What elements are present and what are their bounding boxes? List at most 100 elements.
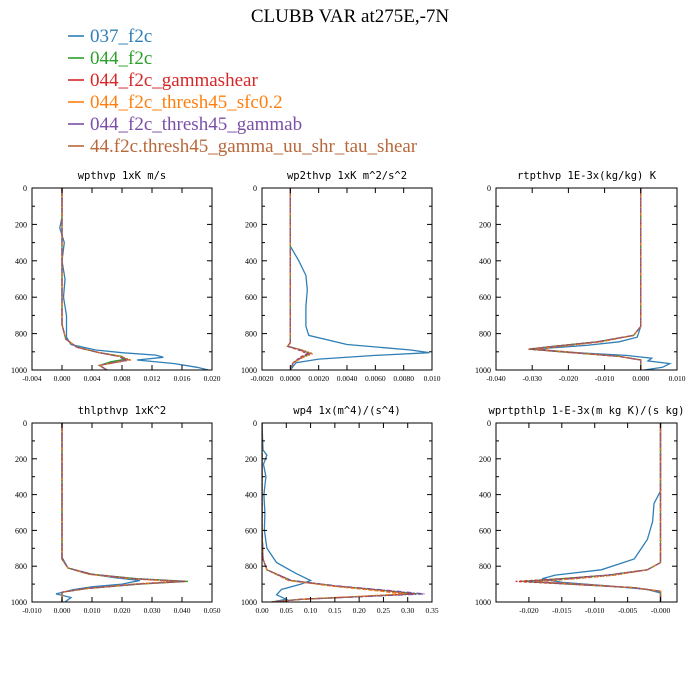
series-line <box>61 423 189 602</box>
legend-label: 044_f2c_gammashear <box>90 70 258 91</box>
series-line <box>515 423 662 602</box>
y-tick-label: 0 <box>253 419 257 428</box>
series-line <box>289 188 430 370</box>
series-line <box>61 423 186 602</box>
y-tick-label: 400 <box>15 257 27 266</box>
x-tick-label: 0.35 <box>425 606 438 615</box>
y-tick-label: 1000 <box>475 598 491 607</box>
x-tick-label: -0.004 <box>22 374 42 383</box>
series-group <box>286 188 430 370</box>
series-group <box>59 188 209 370</box>
x-tick-label: -0.040 <box>486 374 506 383</box>
x-tick-label: -0.030 <box>523 374 543 383</box>
x-tick-label: 0.010 <box>669 374 686 383</box>
series-line <box>262 423 313 602</box>
x-tick-label: 0.004 <box>84 374 101 383</box>
y-tick-label: 0 <box>23 419 27 428</box>
x-tick-label: -0.010 <box>22 606 42 615</box>
series-line <box>528 423 662 602</box>
y-tick-label: 800 <box>479 330 491 339</box>
x-tick-label: 0.050 <box>204 606 221 615</box>
series-group <box>262 423 425 602</box>
y-tick-label: 0 <box>487 184 491 193</box>
x-tick-label: -0.000 <box>651 606 671 615</box>
series-group <box>528 188 672 370</box>
x-tick-label: -0.020 <box>519 606 539 615</box>
y-tick-label: 600 <box>479 293 491 302</box>
x-tick-label: -0.0020 <box>250 374 273 383</box>
x-tick-label: 0.016 <box>174 374 191 383</box>
y-tick-label: 400 <box>245 491 257 500</box>
series-group <box>515 423 662 602</box>
y-tick-label: 1000 <box>241 366 257 375</box>
legend-entry: 44.f2c.thresh45_gamma_uu_shr_tau_shear <box>68 136 418 157</box>
y-tick-label: 1000 <box>475 366 491 375</box>
series-line <box>61 423 183 602</box>
y-tick-label: 800 <box>15 562 27 571</box>
y-tick-label: 400 <box>245 257 257 266</box>
y-tick-label: 800 <box>479 562 491 571</box>
x-tick-label: 0.30 <box>401 606 414 615</box>
legend-entry: 037_f2c <box>68 26 152 47</box>
series-line <box>528 188 642 370</box>
panel-title: wp2thvp 1xK m^2/s^2 <box>287 170 407 182</box>
y-tick-label: 200 <box>15 455 27 464</box>
x-tick-label: 0.00 <box>255 606 268 615</box>
y-tick-label: 200 <box>245 220 257 229</box>
series-line <box>262 423 403 602</box>
x-tick-label: 0.05 <box>280 606 293 615</box>
series-line <box>286 188 314 370</box>
x-tick-label: 0.20 <box>353 606 366 615</box>
x-tick-label: 0.15 <box>328 606 341 615</box>
legend-entry: 044_f2c <box>68 48 152 69</box>
x-tick-label: 0.030 <box>144 606 161 615</box>
series-line <box>61 188 132 370</box>
y-tick-label: 600 <box>15 293 27 302</box>
series-line <box>522 423 662 602</box>
y-tick-label: 200 <box>15 220 27 229</box>
y-tick-label: 600 <box>245 526 257 535</box>
x-tick-label: 0.020 <box>204 374 221 383</box>
y-tick-label: 200 <box>479 220 491 229</box>
series-line <box>535 188 642 370</box>
x-tick-label: -0.015 <box>552 606 572 615</box>
y-tick-label: 400 <box>479 491 491 500</box>
panel-title: thlpthvp 1xK^2 <box>78 405 167 417</box>
x-tick-label: 0.000 <box>54 606 71 615</box>
x-tick-label: -0.010 <box>595 374 615 383</box>
legend-entry: 044_f2c_gammashear <box>68 70 258 91</box>
series-line <box>262 423 425 602</box>
x-tick-label: 0.0060 <box>365 374 386 383</box>
legend-label: 044_f2c_thresh45_gammab <box>90 114 302 135</box>
x-tick-label: -0.020 <box>559 374 579 383</box>
x-tick-label: 0.10 <box>304 606 317 615</box>
series-group <box>55 423 189 602</box>
legend-label: 044_f2c <box>90 48 152 69</box>
x-tick-label: 0.008 <box>114 374 131 383</box>
panel-title: wp4 1x(m^4)/(s^4) <box>293 405 400 417</box>
figure-title: CLUBB VAR at275E,-7N <box>251 6 450 27</box>
x-tick-label: 0.010 <box>84 606 101 615</box>
y-tick-label: 600 <box>15 526 27 535</box>
series-line <box>61 423 177 602</box>
y-tick-label: 200 <box>479 455 491 464</box>
series-line <box>262 423 416 602</box>
x-tick-label: 0.012 <box>144 374 161 383</box>
y-tick-label: 600 <box>479 526 491 535</box>
y-tick-label: 0 <box>23 184 27 193</box>
x-tick-label: 0.0000 <box>280 374 301 383</box>
series-line <box>262 423 408 602</box>
series-line <box>61 188 131 370</box>
series-line <box>59 188 209 370</box>
chart-panel: wprtpthlp 1-E-3x(m kg K)/(s kg) 0 200 400 60… <box>475 405 684 615</box>
x-tick-label: 0.000 <box>632 374 649 383</box>
chart-panel: thlpthvp 1xK^2 0 200 400 600 800 1000-0.010 0.0… <box>11 405 221 615</box>
series-line <box>61 188 132 370</box>
series-line <box>532 188 642 370</box>
y-tick-label: 1000 <box>11 598 27 607</box>
y-tick-label: 800 <box>15 330 27 339</box>
